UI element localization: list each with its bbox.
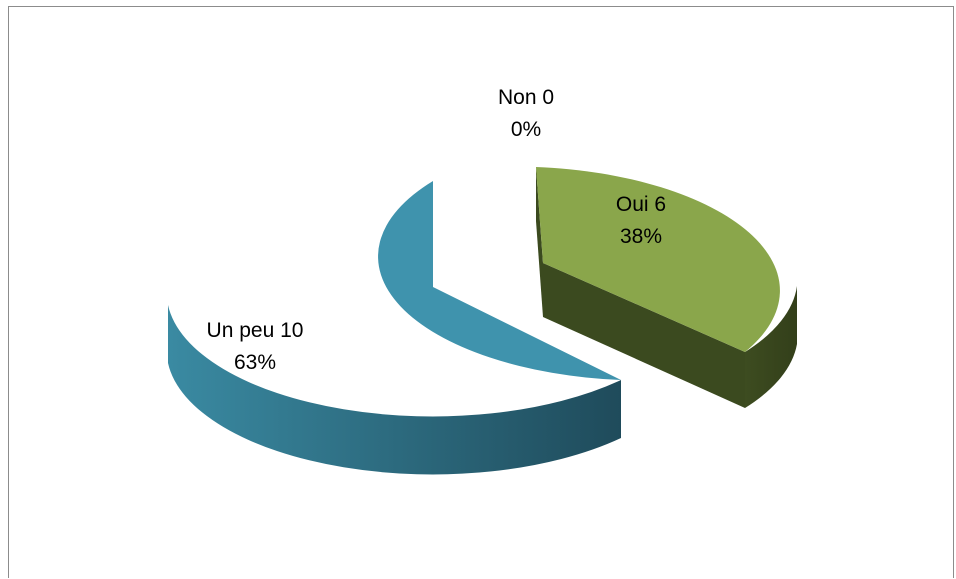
data-label-oui: Oui 6 38% [616, 193, 666, 248]
slice-oui-top [536, 167, 780, 352]
data-label-non-percent: 0% [511, 118, 541, 141]
data-label-oui-percent: 38% [620, 225, 662, 248]
data-label-un-peu-percent: 63% [234, 351, 276, 374]
slice-oui-outer-side [745, 286, 797, 408]
data-label-non-category: Non 0 [498, 86, 554, 109]
data-label-un-peu: Un peu 10 63% [207, 319, 304, 374]
slice-un-peu [168, 181, 621, 475]
data-label-oui-category: Oui 6 [616, 193, 666, 216]
data-label-non: Non 0 0% [498, 86, 554, 141]
slice-oui-side [536, 167, 543, 317]
slice-oui [536, 167, 797, 408]
chart-area [8, 6, 954, 578]
slice-un-peu-side [168, 305, 621, 475]
slice-un-peu-top [378, 181, 621, 380]
data-label-un-peu-category: Un peu 10 [207, 319, 304, 342]
slice-oui-cut-side [543, 263, 745, 408]
